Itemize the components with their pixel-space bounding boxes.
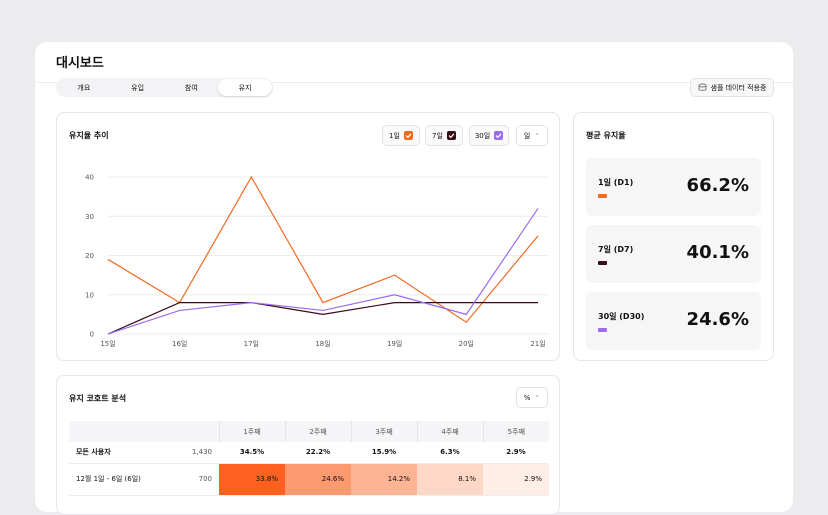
- legend-label: 1일: [389, 131, 400, 140]
- series-toggle[interactable]: 1일: [382, 125, 420, 146]
- header-cell: 4주째: [416, 421, 483, 442]
- check-box: [446, 131, 456, 140]
- tab[interactable]: 유지: [218, 79, 272, 96]
- divider: [35, 82, 793, 83]
- db-icon: [698, 83, 706, 91]
- sample-data-button[interactable]: 샘플 데이터 적용중: [690, 78, 774, 97]
- legend-check: [446, 131, 456, 140]
- cohort-cell: 34.5%: [239, 448, 265, 457]
- period-select-label: 일: [523, 131, 531, 140]
- y-tick-label: 30: [85, 213, 94, 221]
- avg-retention-panel: 평균 유지율 1일 (D1) 66.2% 7일 (D7) 40.1% 30일 (D30)…: [573, 112, 774, 361]
- y-tick-label: 0: [90, 331, 94, 339]
- line-series: [107, 302, 538, 335]
- check-mark: [448, 133, 455, 139]
- cohort-cell: 15.9%: [371, 448, 397, 457]
- stat-value: 40.1%: [686, 242, 749, 263]
- stat-label: 1일 (D1): [598, 178, 634, 187]
- cohort-cell: 33.8%: [219, 463, 285, 495]
- y-tick-label: 20: [85, 252, 94, 260]
- header-cell: 2주째: [284, 421, 351, 442]
- stat-swatch: [598, 328, 607, 332]
- panel-title: 유지율 추이: [69, 131, 109, 140]
- stat-value: 24.6%: [686, 309, 749, 330]
- sample-data-label: 샘플 데이터 적용중: [710, 83, 767, 92]
- unit-select[interactable]: % ⌃: [516, 387, 548, 408]
- x-tick-label: 21일: [530, 339, 545, 348]
- x-tick-label: 15일: [100, 339, 115, 348]
- cohort-cell: 2.9%: [506, 448, 526, 457]
- header-cell: [69, 421, 219, 442]
- header-cell: 5주째: [482, 421, 549, 442]
- row-count: 700: [198, 475, 212, 483]
- stat-label: 30일 (D30): [598, 312, 645, 321]
- y-tick-label: 10: [85, 291, 94, 299]
- stat-label: 7일 (D7): [598, 245, 634, 254]
- x-tick-label: 19일: [387, 339, 402, 348]
- cohort-cell: 22.2%: [305, 448, 331, 457]
- row-label: 모든 사용자: [76, 448, 111, 457]
- line-chart: 0 10 20 30 40 15일 16일 17일 18일 19일 20일 21일: [85, 174, 548, 348]
- stat-swatch: [598, 194, 607, 198]
- cohort-cell: 8.1%: [417, 463, 483, 495]
- unit-select-label: %: [523, 393, 531, 402]
- stat-card: 30일 (D30) 24.6%: [586, 292, 761, 350]
- series-toggle[interactable]: 7일: [425, 125, 463, 146]
- tab[interactable]: 개요: [77, 83, 91, 92]
- stat-card: 1일 (D1) 66.2%: [586, 158, 761, 216]
- legend-label: 30일: [474, 131, 491, 140]
- legend-check: [403, 131, 413, 140]
- row-count: 1,430: [191, 448, 212, 457]
- line-series: [107, 208, 539, 335]
- header-cell: 3주째: [350, 421, 417, 442]
- stat-card: 7일 (D7) 40.1%: [586, 225, 761, 283]
- tab[interactable]: 참여: [184, 83, 198, 92]
- stat-swatch: [598, 261, 607, 265]
- row-label: 12월 1일 - 6일 (6일): [76, 475, 141, 483]
- panel-title: 유지 코호트 분석: [69, 394, 127, 403]
- cohort-row: 모든 사용자 1,430 34.5% 22.2% 15.9% 6.3% 2.9%: [69, 442, 549, 463]
- panel-title: 평균 유지율: [586, 131, 626, 140]
- x-tick-label: 18일: [315, 339, 330, 348]
- period-select[interactable]: 일 ⌃: [516, 125, 548, 146]
- cohort-row: 12월 1일 - 6일 (6일) 700 33.8% 24.6% 14.2% 8.1% 2.…: [69, 463, 549, 495]
- cohort-cell: 6.3%: [440, 448, 460, 457]
- header-cell: 1주째: [218, 421, 285, 442]
- x-tick-label: 20일: [459, 339, 474, 348]
- check-box: [403, 131, 413, 140]
- series-toggle[interactable]: 30일: [469, 125, 509, 146]
- line-series: [107, 175, 539, 324]
- cohort-cell: 14.2%: [351, 463, 417, 495]
- legend-label: 7일: [432, 131, 443, 140]
- tab-bar: 개요 유입 참여 유지: [56, 78, 273, 97]
- page-title: 대시보드: [56, 56, 104, 71]
- check-mark: [405, 133, 412, 139]
- header-row: 1주째 2주째 3주째 4주째 5주째: [69, 421, 549, 442]
- check-box: [494, 131, 504, 140]
- stat-value: 66.2%: [686, 175, 749, 196]
- y-tick-label: 40: [85, 174, 94, 182]
- check-mark: [495, 133, 502, 139]
- x-tick-label: 17일: [244, 339, 259, 348]
- page: {"header":{"title":"대시보드","tabs":["개요","…: [35, 42, 793, 515]
- retention-trend-panel: 유지율 추이 1일 7일 30일 일 ⌃ 0 10 20 30 40 15일 16일 17일 18일 1…: [56, 112, 560, 361]
- cohort-cell: 24.6%: [285, 463, 351, 495]
- legend-check: [494, 131, 504, 140]
- cohort-cell: 2.9%: [483, 463, 549, 495]
- x-tick-label: 16일: [172, 339, 187, 348]
- tab[interactable]: 유입: [131, 83, 145, 92]
